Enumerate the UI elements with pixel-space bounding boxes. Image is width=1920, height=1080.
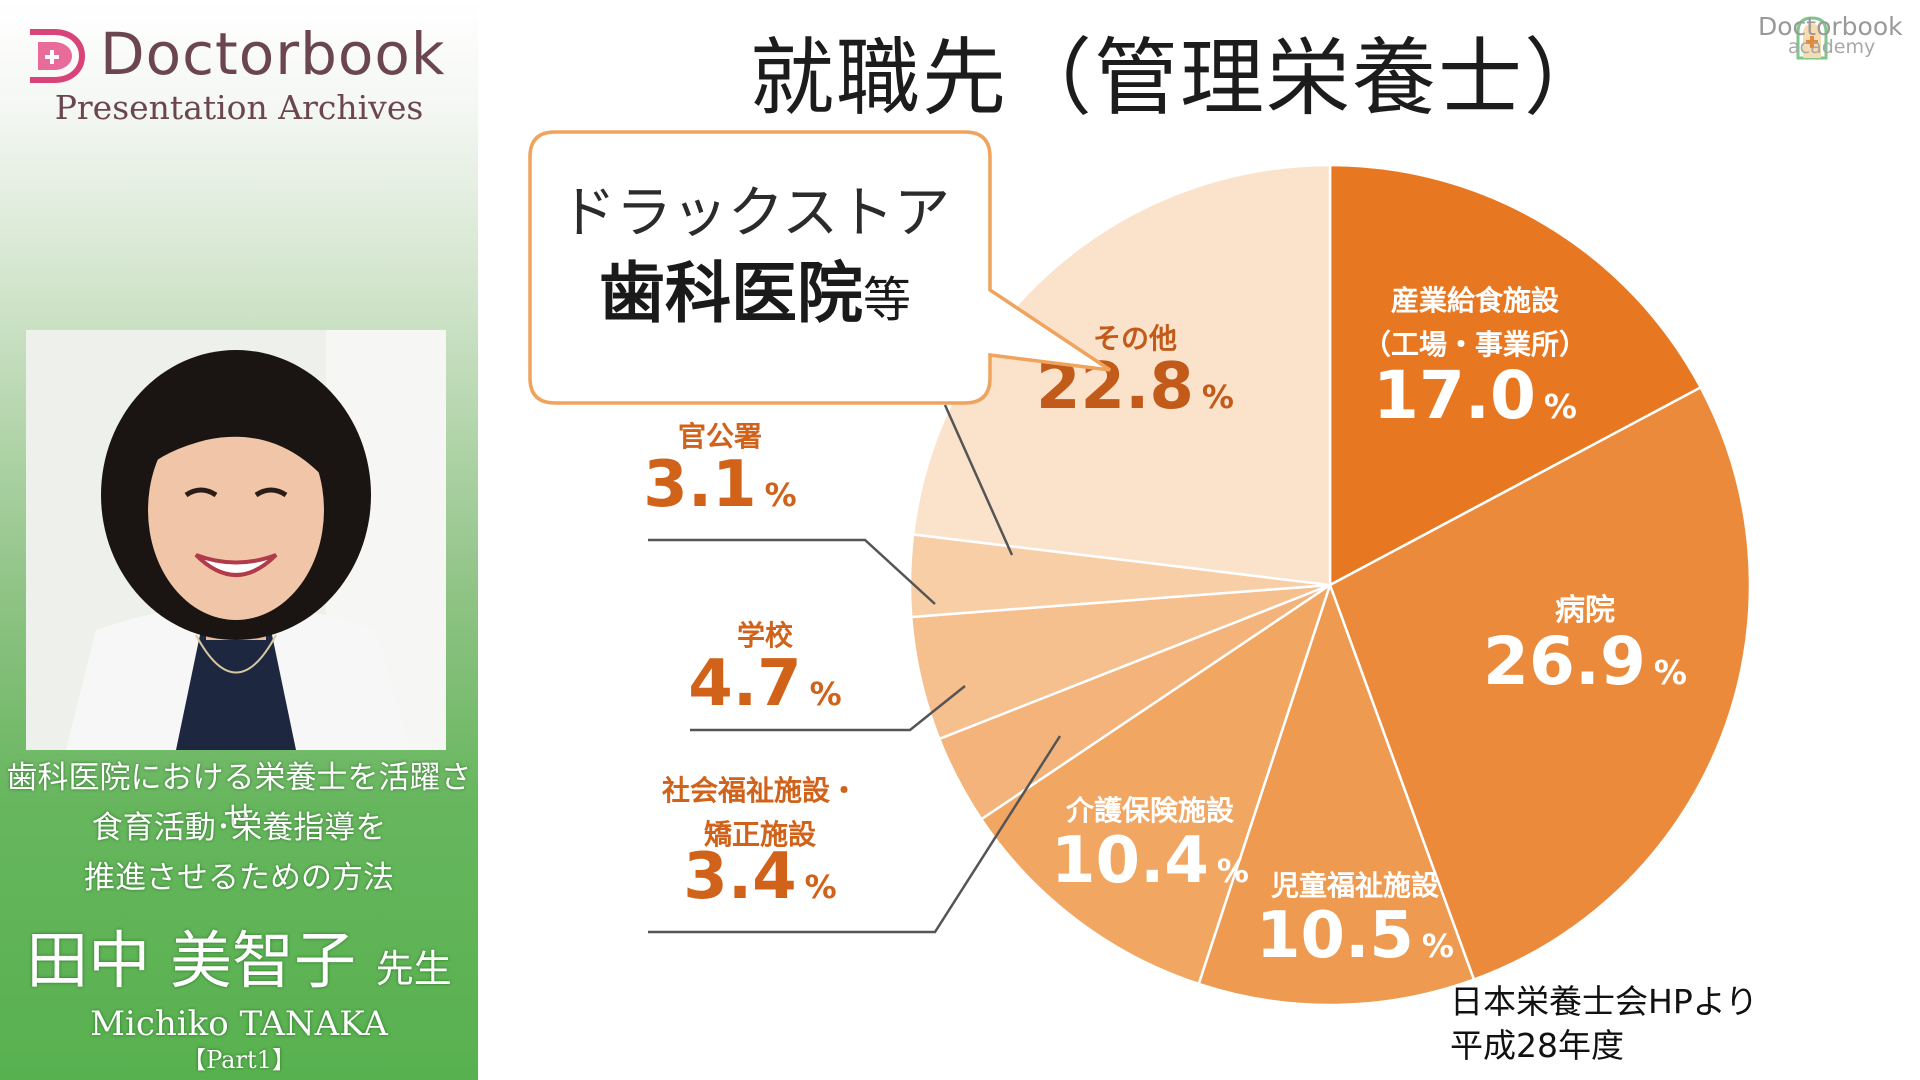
- slice-value-label: 26.9%: [1483, 623, 1687, 700]
- speaker-romaji: Michiko TANAKA: [90, 1004, 388, 1044]
- talk-title-line-1: 歯科医院における栄養士を活躍させ: [6, 760, 472, 836]
- source-note: 日本栄養士会HPより 平成28年度: [1450, 980, 1758, 1068]
- slice-name-label: その他: [1093, 322, 1177, 355]
- academy-logo-icon: [1796, 16, 1828, 60]
- speaker-photo: [26, 330, 446, 750]
- slice-value-label: 3.1%: [643, 448, 796, 522]
- slice-label-group: 産業給食施設 （工場・事業所）17.0%: [1363, 284, 1587, 434]
- slice-value-label: 4.7%: [688, 647, 841, 721]
- speaker-name-block: 田中 美智子 先生: [0, 926, 478, 1004]
- callout-suffix-text: 等: [862, 272, 911, 328]
- leader-line-sonota: [943, 404, 1014, 556]
- brand-name: Doctorbook: [100, 20, 446, 88]
- callout-text-dental: 歯科医院等: [530, 256, 980, 349]
- pie-slice: [1197, 581, 1476, 1007]
- slice-name-label: 産業給食施設: [1391, 284, 1560, 317]
- slice-value-label: 10.5%: [1256, 899, 1454, 973]
- slice-value-label: 3.4%: [683, 840, 836, 914]
- slice-value-label: 17.0%: [1373, 357, 1577, 434]
- brand-subtitle: Presentation Archives: [54, 88, 424, 127]
- pie-slice: [1328, 163, 1703, 588]
- callout-bubble: [528, 130, 1111, 405]
- callout-strong-text: 歯科医院: [598, 255, 863, 332]
- slice-name-label: 矯正施設: [704, 818, 817, 851]
- leader-lines: [648, 404, 1062, 934]
- slide-title: 就職先（管理栄養士）: [750, 29, 1611, 127]
- slice-label-group: 学校4.7%: [688, 619, 841, 721]
- speaker-name: 田中 美智子: [26, 924, 356, 997]
- slice-name-label: 官公署: [678, 420, 762, 453]
- source-line-2: 平成28年度: [1450, 1026, 1624, 1065]
- pie-slice: [911, 163, 1332, 587]
- academy-sub: academy: [1788, 36, 1876, 58]
- doctorbook-logo-icon: [30, 29, 86, 83]
- slice-name-label: 学校: [737, 619, 794, 652]
- pie-slice: [1328, 385, 1752, 982]
- slice-name-label: （工場・事業所）: [1363, 328, 1587, 361]
- leader-line-gakko: [690, 685, 966, 732]
- slice-name-label: 介護保険施設: [1065, 794, 1235, 827]
- part-label: 【Part1】: [182, 1046, 296, 1074]
- speaker-panel: Doctorbook Presentation Archives: [0, 0, 478, 1080]
- callout-text-drugstore: ドラックストア: [559, 181, 951, 246]
- speaker-portrait-image: [26, 330, 446, 750]
- slice-name-label: 児童福祉施設: [1271, 869, 1440, 902]
- academy-name: Doctorbook: [1758, 12, 1903, 41]
- leader-line-kankosho: [648, 538, 936, 605]
- source-line-1: 日本栄養士会HPより: [1450, 982, 1759, 1021]
- leader-line-shakaifukushi: [648, 735, 1062, 934]
- slice-name-label: 社会福祉施設・: [662, 774, 858, 807]
- talk-title-line-3: 推進させるための方法: [84, 860, 394, 896]
- slice-value-label: 10.4%: [1051, 824, 1249, 898]
- talk-title-line-2: 食育活動･栄養指導を: [91, 810, 387, 846]
- pie-slices: [908, 163, 1752, 1007]
- slice-name-label: 病院: [1555, 593, 1615, 628]
- speaker-honorific: 先生: [375, 947, 452, 991]
